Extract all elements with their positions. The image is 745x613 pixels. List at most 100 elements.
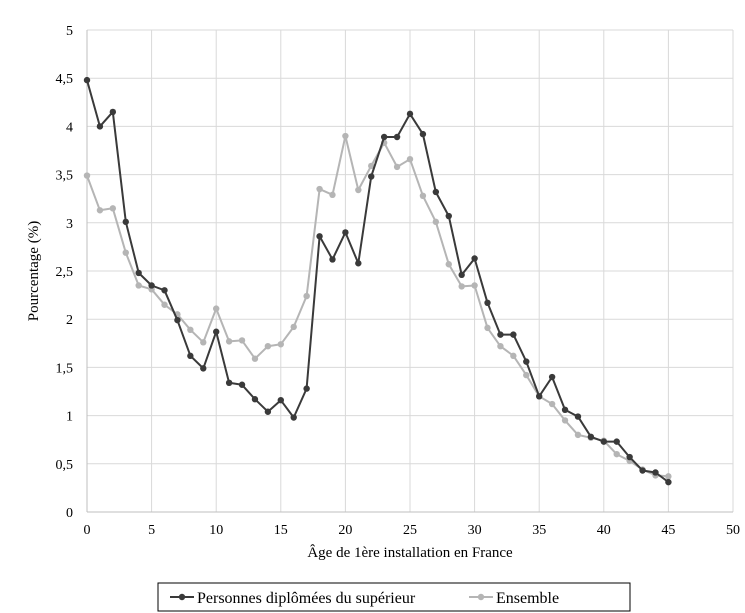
data-point [264, 408, 272, 415]
data-point [497, 342, 504, 350]
data-point [393, 133, 401, 141]
y-axis-title: Pourcentage (%) [26, 221, 42, 321]
data-point [109, 205, 117, 212]
data-point [665, 478, 672, 486]
data-point [329, 191, 336, 199]
data-point [484, 324, 491, 332]
data-point [174, 316, 181, 324]
data-point [497, 331, 504, 338]
x-tick-label: 35 [532, 523, 546, 538]
data-point [251, 396, 259, 403]
data-point [548, 373, 556, 381]
y-tick-label: 1 [66, 410, 73, 425]
data-point [510, 352, 517, 360]
series-lines [83, 76, 672, 486]
data-point [83, 76, 91, 84]
legend-swatch-marker [178, 593, 186, 601]
y-tick-label: 3,5 [56, 169, 74, 184]
y-tick-label: 4 [66, 120, 73, 135]
data-point [445, 261, 452, 268]
data-point [380, 133, 388, 141]
legend: Personnes diplômées du supérieur Ensemble [157, 582, 631, 612]
data-point [264, 342, 272, 350]
data-point [587, 433, 595, 441]
data-point [419, 130, 427, 138]
data-point [83, 172, 91, 179]
legend-label: Ensemble [496, 590, 559, 607]
y-tick-label: 4,5 [56, 72, 74, 87]
data-point [471, 255, 478, 262]
y-tick-label: 5 [66, 24, 73, 39]
data-point [342, 229, 349, 236]
tick-labels: 00,511,522,533,544,550 5 10 15 20 25 30 35 40 45 5… [56, 24, 741, 538]
data-point [96, 123, 104, 130]
data-point [135, 282, 142, 289]
data-point [109, 108, 117, 116]
data-point [200, 339, 207, 346]
data-point [406, 155, 414, 163]
data-point [652, 469, 659, 476]
x-tick-label: 0 [84, 523, 91, 538]
data-point [277, 396, 284, 404]
data-point [613, 438, 620, 445]
y-tick-label: 1,5 [56, 361, 74, 376]
y-tick-label: 2,5 [56, 265, 74, 280]
data-point [665, 473, 672, 480]
data-point [342, 132, 349, 140]
x-tick-label: 45 [661, 523, 675, 538]
x-tick-label: 5 [148, 523, 155, 538]
data-point [471, 282, 478, 289]
data-point [277, 341, 284, 348]
data-point [561, 406, 569, 414]
data-point [561, 417, 569, 424]
y-tick-label: 0 [66, 506, 73, 521]
data-point [161, 287, 168, 294]
data-point [135, 269, 142, 277]
data-point [445, 212, 452, 220]
data-point [225, 338, 233, 345]
data-point [574, 413, 582, 420]
data-point [393, 163, 401, 171]
x-tick-label: 50 [726, 523, 740, 538]
data-point [303, 292, 310, 300]
axes [86, 30, 733, 513]
legend-box [157, 582, 631, 612]
data-point [225, 379, 233, 387]
data-point [148, 282, 155, 289]
data-point [626, 453, 633, 461]
legend-swatch-marker [477, 593, 485, 601]
y-tick-label: 3 [66, 217, 73, 232]
data-point [458, 271, 465, 279]
data-point [122, 218, 129, 226]
data-point [368, 173, 375, 180]
legend-label: Personnes diplômées du supérieur [197, 590, 416, 607]
series-line [86, 79, 669, 483]
data-point [600, 438, 607, 445]
y-tick-label: 2 [66, 313, 73, 328]
data-point [290, 323, 297, 331]
data-point [406, 110, 414, 118]
data-point [161, 301, 168, 308]
data-point [238, 337, 246, 344]
x-tick-label: 40 [597, 523, 611, 538]
x-tick-label: 15 [274, 523, 288, 538]
data-point [510, 331, 517, 338]
data-point [368, 162, 375, 170]
data-point [187, 326, 194, 334]
data-point [316, 233, 323, 240]
y-tick-label: 0,5 [56, 458, 74, 473]
x-tick-label: 30 [468, 523, 482, 538]
data-point [355, 186, 362, 194]
data-point [213, 328, 220, 335]
data-point [200, 365, 207, 372]
data-point [484, 299, 491, 307]
data-point [213, 305, 220, 312]
data-point [290, 414, 297, 421]
x-tick-label: 10 [209, 523, 223, 538]
data-point [329, 256, 336, 263]
data-point [187, 352, 194, 360]
data-point [536, 393, 543, 400]
